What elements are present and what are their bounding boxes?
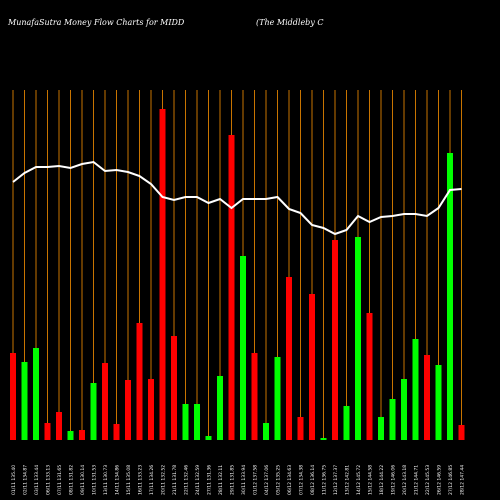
bar <box>217 376 223 440</box>
bar <box>251 353 258 440</box>
x-tick-label: 12/12 137.37 <box>333 465 339 495</box>
bar <box>67 431 74 440</box>
bar <box>125 380 131 440</box>
bar <box>228 135 235 440</box>
bar <box>56 412 62 440</box>
x-tick-label: 11/12 136.75 <box>322 465 328 495</box>
bar <box>378 417 384 440</box>
bar <box>424 355 430 440</box>
bar <box>182 404 189 440</box>
bar <box>102 363 108 440</box>
x-tick-label: 06/11 133.13 <box>46 465 52 495</box>
x-tick-label: 13/12 142.81 <box>345 465 351 495</box>
bar <box>148 379 154 440</box>
bar <box>447 153 453 440</box>
bar <box>240 256 246 440</box>
x-tick-label: 01/11 135.40 <box>11 465 17 495</box>
x-tick-label: 27/11 131.36 <box>207 465 213 495</box>
bar <box>205 436 212 440</box>
bar <box>366 313 373 440</box>
bar <box>21 362 28 440</box>
x-tick-label: 28/11 132.11 <box>218 465 224 495</box>
bar <box>389 399 396 440</box>
chart-title: MunafaSutra Money Flow Charts for MIDD <box>7 18 185 27</box>
x-tick-label: 26/12 146.59 <box>437 465 443 495</box>
x-tick-label: 15/12 144.58 <box>368 465 374 495</box>
x-tick-label: 29/11 131.85 <box>230 465 236 495</box>
x-tick-label: 20/11 132.52 <box>161 465 167 495</box>
x-tick-label: 16/11 133.23 <box>138 465 144 495</box>
x-tick-label: 21/11 131.78 <box>172 465 178 495</box>
x-tick-label: 24/11 132.59 <box>195 465 201 495</box>
x-tick-label: 04/12 137.06 <box>264 465 270 495</box>
bar <box>159 109 166 440</box>
x-tick-label: 08/11 131.82 <box>69 465 75 495</box>
bar <box>332 240 338 440</box>
bar <box>171 336 177 440</box>
x-tick-label: 01/12 137.58 <box>253 465 259 495</box>
x-tick-label: 21/12 144.71 <box>414 465 420 495</box>
x-tick-label: 17/11 134.26 <box>149 465 155 495</box>
bar <box>309 294 315 440</box>
x-tick-label: 09/11 130.14 <box>80 465 86 495</box>
bar <box>79 430 85 440</box>
chart-subtitle: (The Middleby C <box>256 18 323 27</box>
bar <box>343 406 350 440</box>
x-tick-label: 28/12 147.44 <box>460 465 466 495</box>
x-tick-label: 08/12 136.14 <box>310 465 316 495</box>
x-tick-label: 22/12 145.53 <box>425 465 431 495</box>
bar <box>401 379 407 440</box>
bar <box>458 425 465 440</box>
x-tick-label: 30/11 133.94 <box>241 465 247 495</box>
bar <box>194 404 200 440</box>
bar <box>412 339 419 440</box>
bar <box>10 353 16 440</box>
bar <box>286 277 292 440</box>
bar <box>263 423 269 440</box>
bar <box>355 237 361 440</box>
x-tick-label: 14/12 145.72 <box>356 465 362 495</box>
bar <box>90 383 97 440</box>
money-flow-line <box>12 160 462 236</box>
bar <box>320 438 327 440</box>
x-tick-label: 02/11 134.87 <box>23 465 29 495</box>
x-tick-label: 19/12 146.06 <box>391 465 397 495</box>
x-tick-label: 05/12 135.25 <box>276 465 282 495</box>
bar <box>274 357 281 440</box>
bar <box>44 423 51 440</box>
x-tick-label: 13/11 130.73 <box>103 465 109 495</box>
x-tick-label: 27/12 146.85 <box>448 465 454 495</box>
x-tick-label: 10/11 131.53 <box>92 465 98 495</box>
bar <box>113 424 120 440</box>
x-tick-label: 22/11 132.46 <box>184 465 190 495</box>
x-tick-label: 20/12 143.18 <box>402 465 408 495</box>
bar <box>297 417 304 440</box>
bar <box>136 323 143 440</box>
x-tick-label: 15/11 135.08 <box>126 465 132 495</box>
bar <box>33 348 39 440</box>
x-tick-label: 07/12 134.38 <box>299 465 305 495</box>
x-tick-label: 18/12 144.22 <box>379 465 385 495</box>
x-tick-label: 06/12 134.63 <box>287 465 293 495</box>
x-tick-label: 07/11 131.65 <box>57 465 63 495</box>
x-tick-label: 03/11 133.44 <box>34 465 40 495</box>
x-tick-label: 14/11 134.86 <box>115 465 121 495</box>
bar <box>435 365 442 440</box>
